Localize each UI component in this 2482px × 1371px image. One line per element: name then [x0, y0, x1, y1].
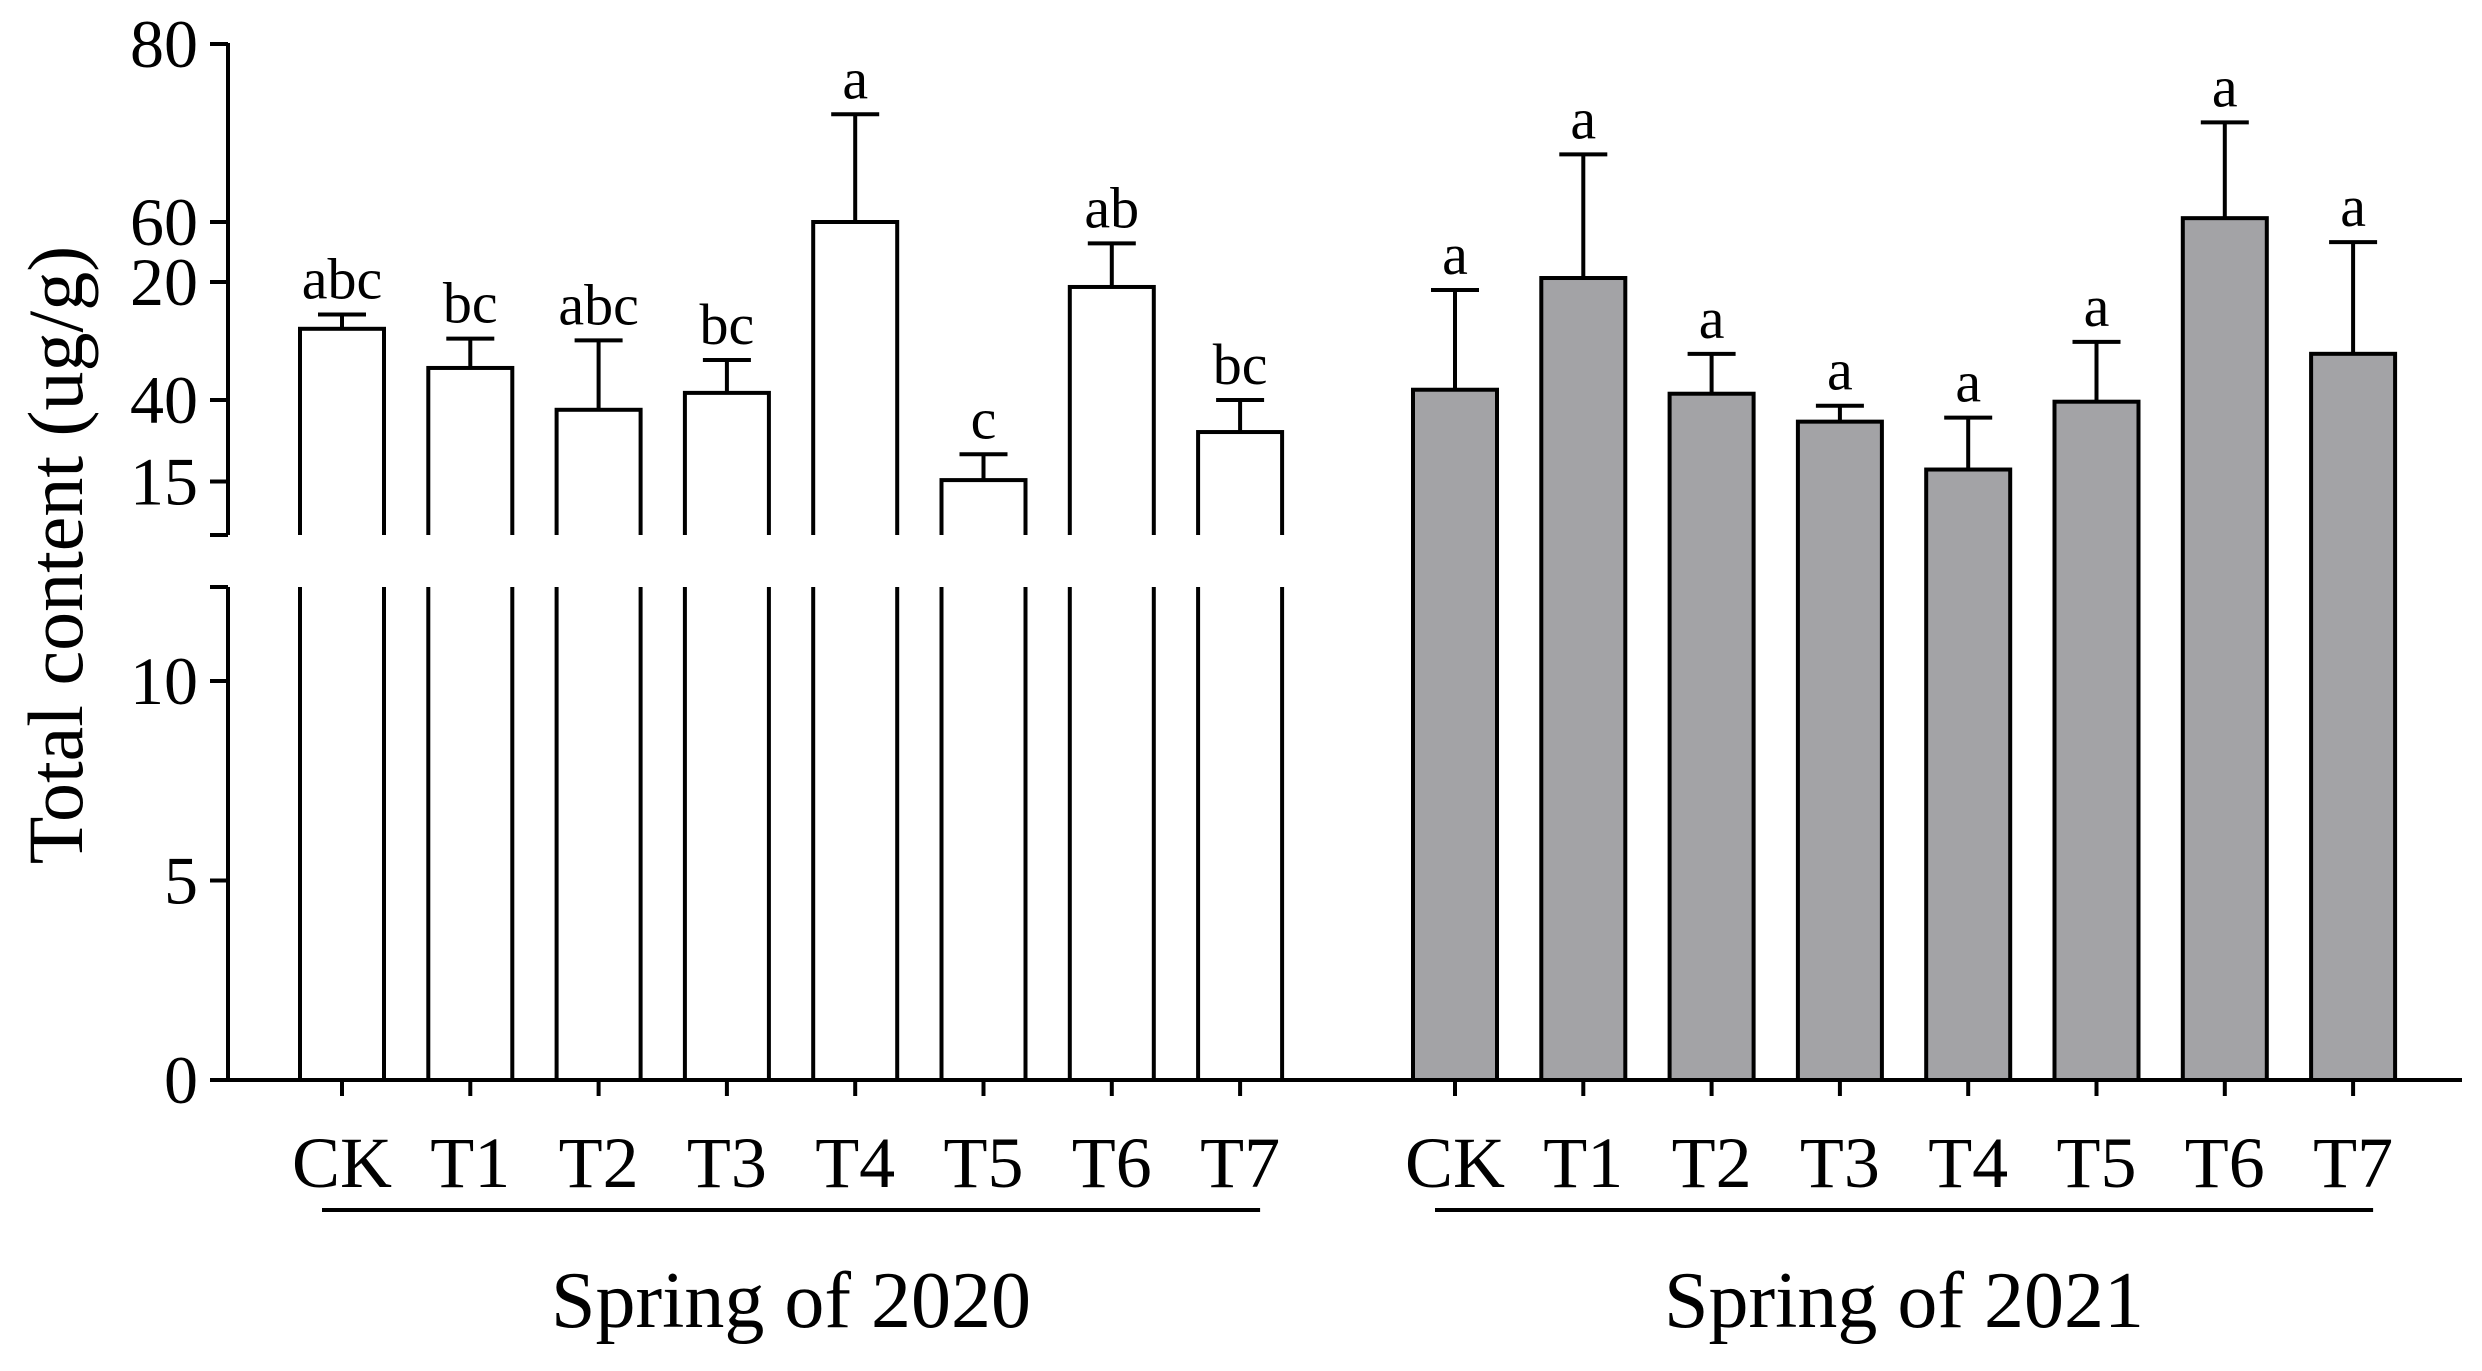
significance-label-2-t6: a	[2212, 54, 2238, 119]
bar-2-t5	[2052, 399, 2141, 1082]
bar-break-gap-1-t3	[680, 535, 773, 587]
group-label-2: Spring of 2021	[1664, 1257, 2144, 1345]
y-tick-label-20: 20	[130, 244, 198, 320]
category-label-1-t1: T1	[430, 1123, 510, 1203]
y-tick-label-5: 5	[164, 843, 198, 919]
bar-break-gap-1-t4	[809, 535, 902, 587]
bar-1-t4	[811, 220, 900, 1082]
category-label-2-t6: T6	[2185, 1123, 2265, 1203]
labels-layer: abc CK bc T1 abc T2 bc T3 a T4 c T5 ab T6 bc T7 Spring o…	[292, 46, 2393, 1345]
bar-break-gap-1-t2	[552, 535, 645, 587]
category-label-1-t2: T2	[559, 1123, 639, 1203]
bar-break-gap-1-t1	[424, 535, 517, 587]
category-label-2-t2: T2	[1672, 1123, 1752, 1203]
y-tick-label-40: 40	[130, 362, 198, 438]
category-label-2-t7: T7	[2313, 1123, 2393, 1203]
significance-label-1-ck: abc	[302, 247, 383, 312]
group-label-1: Spring of 2020	[551, 1257, 1031, 1345]
category-label-1-t4: T4	[815, 1123, 895, 1203]
significance-label-2-t1: a	[1570, 86, 1596, 151]
y-tick-label-15: 15	[130, 444, 198, 520]
category-label-2-ck: CK	[1405, 1123, 1505, 1203]
y-tick-label-60: 60	[130, 184, 198, 260]
significance-label-2-t7: a	[2340, 174, 2366, 239]
category-label-1-t5: T5	[944, 1123, 1024, 1203]
significance-label-1-t3: bc	[700, 292, 755, 357]
significance-label-1-t5: c	[971, 386, 997, 451]
category-label-2-t4: T4	[1928, 1123, 2008, 1203]
significance-label-1-t2: abc	[558, 272, 639, 337]
significance-label-1-t7: bc	[1213, 332, 1268, 397]
bar-2-ck	[1411, 387, 1499, 1083]
significance-label-1-t1: bc	[443, 271, 498, 336]
bar-1-t7	[1196, 430, 1285, 1083]
y-tick-label-10: 10	[130, 643, 198, 719]
bar-2-t7	[2309, 351, 2398, 1082]
bar-2-t1	[1539, 276, 1628, 1082]
significance-label-1-t4: a	[842, 46, 868, 111]
significance-label-2-ck: a	[1442, 222, 1468, 287]
category-label-1-ck: CK	[292, 1123, 392, 1203]
category-label-1-t7: T7	[1200, 1123, 1280, 1203]
significance-label-2-t5: a	[2084, 274, 2110, 339]
y-tick-label-80: 80	[130, 6, 198, 82]
y-tick-label-0: 0	[164, 1042, 198, 1118]
bar-break-gap-1-ck	[296, 535, 388, 587]
category-label-1-t6: T6	[1072, 1123, 1152, 1203]
category-label-2-t3: T3	[1800, 1123, 1880, 1203]
bar-2-t2	[1667, 391, 1756, 1083]
category-label-2-t1: T1	[1543, 1123, 1623, 1203]
bar-1-t2	[554, 407, 643, 1083]
significance-label-2-t4: a	[1955, 350, 1981, 415]
bar-break-gap-1-t7	[1194, 535, 1287, 587]
category-label-1-t3: T3	[687, 1123, 767, 1203]
significance-label-1-t6: ab	[1084, 175, 1139, 240]
bar-1-t6	[1067, 284, 1156, 1083]
bar-1-ck	[298, 326, 386, 1082]
significance-label-2-t3: a	[1827, 338, 1853, 403]
bar-2-t6	[2180, 216, 2269, 1083]
y-axis-title: Total content (ug/g)	[12, 246, 99, 864]
bar-break-gap-1-t6	[1065, 535, 1158, 587]
bars-layer	[296, 112, 2398, 1083]
bar-break-gap-1-t5	[937, 535, 1030, 587]
bar-1-t1	[426, 365, 515, 1082]
bar-2-t4	[1924, 467, 2013, 1082]
significance-label-2-t2: a	[1699, 286, 1725, 351]
category-label-2-t5: T5	[2057, 1123, 2137, 1203]
bar-1-t3	[682, 390, 771, 1082]
bar-2-t3	[1795, 419, 1884, 1082]
